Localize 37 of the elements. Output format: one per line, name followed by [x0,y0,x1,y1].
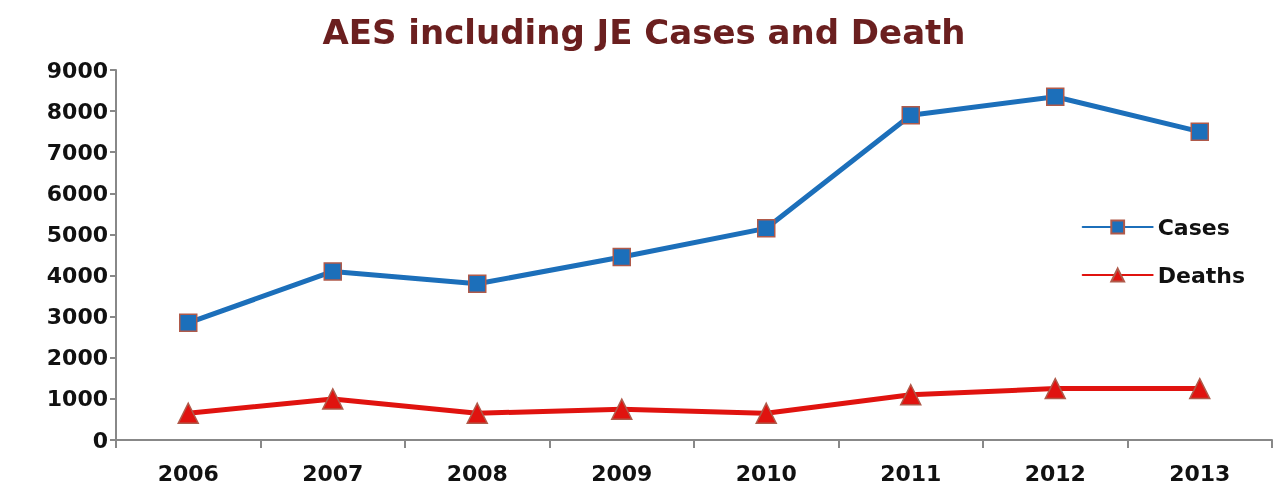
y-tick-label: 1000 [46,386,108,412]
y-tick-label: 3000 [46,304,108,330]
x-tick-label: 2013 [1169,460,1231,486]
point [179,313,198,333]
point [1046,87,1065,106]
chart-title: AES including JE Cases and Death [322,12,966,52]
point [1190,122,1209,141]
point [611,398,633,420]
point [323,262,342,281]
x-tick-label: 2009 [591,460,653,486]
point [322,388,344,410]
x-tick-label: 2011 [880,460,942,486]
point [1189,377,1211,400]
legend-label: Cases [1157,214,1230,240]
point [755,402,777,425]
point [466,402,488,425]
point [468,274,487,294]
y-tick-label: 7000 [46,139,108,165]
point [612,247,631,267]
y-tick-label: 6000 [46,180,108,206]
x-tick-label: 2010 [735,460,797,486]
point [901,105,920,125]
y-tick-label: 4000 [46,263,108,289]
y-tick-label: 9000 [46,57,108,83]
x-tick-label: 2012 [1024,460,1086,486]
point [177,402,199,425]
point [757,219,776,238]
x-tick-label: 2006 [157,460,219,486]
y-tick-label: 8000 [46,98,108,124]
y-tick-label: 5000 [46,221,108,247]
y-tick-label: 0 [92,427,108,453]
y-tick-label: 2000 [46,345,108,371]
point [900,384,922,406]
x-tick-label: 2008 [446,460,508,486]
x-tick-label: 2007 [302,460,364,486]
legend-label: Deaths [1157,262,1246,288]
point [1044,377,1066,400]
